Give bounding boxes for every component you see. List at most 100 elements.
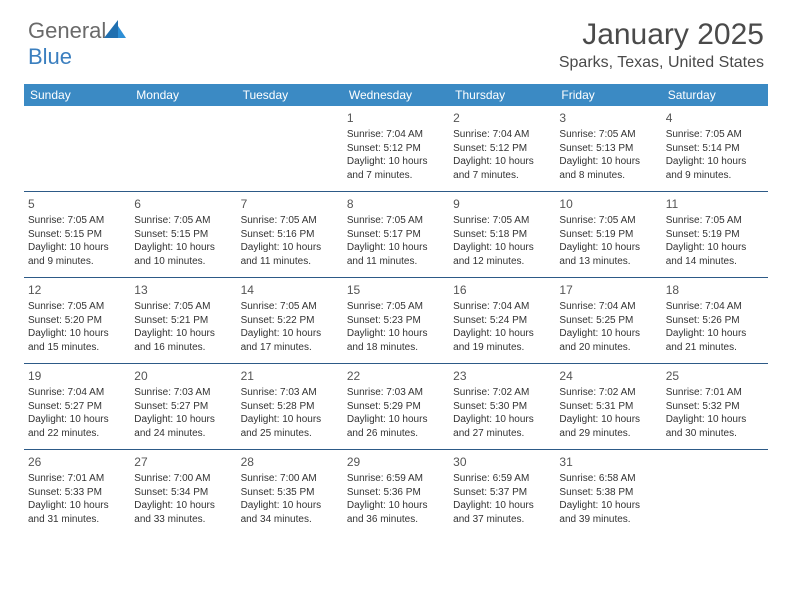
calendar-cell: 12Sunrise: 7:05 AMSunset: 5:20 PMDayligh… xyxy=(24,278,130,364)
sunrise-line: Sunrise: 6:58 AM xyxy=(559,472,657,486)
sunset-line: Sunset: 5:26 PM xyxy=(666,314,764,328)
daylight-line: Daylight: 10 hours and 10 minutes. xyxy=(134,241,232,268)
day-number: 13 xyxy=(134,282,232,298)
sunrise-line: Sunrise: 6:59 AM xyxy=(347,472,445,486)
daylight-line: Daylight: 10 hours and 19 minutes. xyxy=(453,327,551,354)
daylight-line: Daylight: 10 hours and 30 minutes. xyxy=(666,413,764,440)
calendar-cell: 29Sunrise: 6:59 AMSunset: 5:36 PMDayligh… xyxy=(343,450,449,536)
calendar-cell: 11Sunrise: 7:05 AMSunset: 5:19 PMDayligh… xyxy=(662,192,768,278)
day-number: 27 xyxy=(134,454,232,470)
sunset-line: Sunset: 5:28 PM xyxy=(241,400,339,414)
sunset-line: Sunset: 5:17 PM xyxy=(347,228,445,242)
sunset-line: Sunset: 5:30 PM xyxy=(453,400,551,414)
sunset-line: Sunset: 5:15 PM xyxy=(28,228,126,242)
calendar-cell: 25Sunrise: 7:01 AMSunset: 5:32 PMDayligh… xyxy=(662,364,768,450)
sunset-line: Sunset: 5:14 PM xyxy=(666,142,764,156)
sunrise-line: Sunrise: 7:04 AM xyxy=(559,300,657,314)
header: General Blue January 2025 Sparks, Texas,… xyxy=(0,0,792,76)
page-title: January 2025 xyxy=(559,18,764,52)
daylight-line: Daylight: 10 hours and 9 minutes. xyxy=(666,155,764,182)
day-number: 7 xyxy=(241,196,339,212)
daylight-line: Daylight: 10 hours and 14 minutes. xyxy=(666,241,764,268)
sunset-line: Sunset: 5:19 PM xyxy=(666,228,764,242)
calendar-cell: 2Sunrise: 7:04 AMSunset: 5:12 PMDaylight… xyxy=(449,106,555,192)
calendar-cell: 21Sunrise: 7:03 AMSunset: 5:28 PMDayligh… xyxy=(237,364,343,450)
calendar-cell: 28Sunrise: 7:00 AMSunset: 5:35 PMDayligh… xyxy=(237,450,343,536)
sunrise-line: Sunrise: 7:04 AM xyxy=(453,128,551,142)
weekday-wednesday: Wednesday xyxy=(343,84,449,106)
sunset-line: Sunset: 5:20 PM xyxy=(28,314,126,328)
day-number: 4 xyxy=(666,110,764,126)
sunset-line: Sunset: 5:31 PM xyxy=(559,400,657,414)
logo-text: General Blue xyxy=(28,18,126,70)
sunrise-line: Sunrise: 7:05 AM xyxy=(347,214,445,228)
calendar-body: 1Sunrise: 7:04 AMSunset: 5:12 PMDaylight… xyxy=(24,106,768,536)
sunrise-line: Sunrise: 7:05 AM xyxy=(134,300,232,314)
day-number: 17 xyxy=(559,282,657,298)
day-number: 14 xyxy=(241,282,339,298)
sunset-line: Sunset: 5:34 PM xyxy=(134,486,232,500)
day-number: 8 xyxy=(347,196,445,212)
day-number: 16 xyxy=(453,282,551,298)
day-number: 29 xyxy=(347,454,445,470)
logo-text-blue: Blue xyxy=(28,44,72,69)
day-number: 2 xyxy=(453,110,551,126)
daylight-line: Daylight: 10 hours and 21 minutes. xyxy=(666,327,764,354)
calendar-cell: 8Sunrise: 7:05 AMSunset: 5:17 PMDaylight… xyxy=(343,192,449,278)
calendar-cell xyxy=(662,450,768,536)
calendar: Sunday Monday Tuesday Wednesday Thursday… xyxy=(24,84,768,536)
sunset-line: Sunset: 5:21 PM xyxy=(134,314,232,328)
sunrise-line: Sunrise: 7:03 AM xyxy=(347,386,445,400)
daylight-line: Daylight: 10 hours and 27 minutes. xyxy=(453,413,551,440)
sunset-line: Sunset: 5:13 PM xyxy=(559,142,657,156)
sunset-line: Sunset: 5:27 PM xyxy=(134,400,232,414)
sunrise-line: Sunrise: 7:02 AM xyxy=(453,386,551,400)
day-number: 11 xyxy=(666,196,764,212)
daylight-line: Daylight: 10 hours and 24 minutes. xyxy=(134,413,232,440)
logo: General Blue xyxy=(28,18,126,70)
daylight-line: Daylight: 10 hours and 17 minutes. xyxy=(241,327,339,354)
day-number: 22 xyxy=(347,368,445,384)
day-number: 31 xyxy=(559,454,657,470)
sunrise-line: Sunrise: 7:05 AM xyxy=(453,214,551,228)
calendar-cell: 9Sunrise: 7:05 AMSunset: 5:18 PMDaylight… xyxy=(449,192,555,278)
calendar-cell xyxy=(237,106,343,192)
weekday-sunday: Sunday xyxy=(24,84,130,106)
daylight-line: Daylight: 10 hours and 8 minutes. xyxy=(559,155,657,182)
daylight-line: Daylight: 10 hours and 33 minutes. xyxy=(134,499,232,526)
sunset-line: Sunset: 5:19 PM xyxy=(559,228,657,242)
calendar-cell: 30Sunrise: 6:59 AMSunset: 5:37 PMDayligh… xyxy=(449,450,555,536)
title-block: January 2025 Sparks, Texas, United State… xyxy=(559,18,764,72)
sunset-line: Sunset: 5:38 PM xyxy=(559,486,657,500)
daylight-line: Daylight: 10 hours and 20 minutes. xyxy=(559,327,657,354)
sunrise-line: Sunrise: 7:00 AM xyxy=(241,472,339,486)
sunset-line: Sunset: 5:37 PM xyxy=(453,486,551,500)
sunrise-line: Sunrise: 6:59 AM xyxy=(453,472,551,486)
sunset-line: Sunset: 5:12 PM xyxy=(347,142,445,156)
day-number: 28 xyxy=(241,454,339,470)
calendar-cell: 26Sunrise: 7:01 AMSunset: 5:33 PMDayligh… xyxy=(24,450,130,536)
daylight-line: Daylight: 10 hours and 13 minutes. xyxy=(559,241,657,268)
sunset-line: Sunset: 5:36 PM xyxy=(347,486,445,500)
day-number: 25 xyxy=(666,368,764,384)
day-number: 18 xyxy=(666,282,764,298)
calendar-cell: 3Sunrise: 7:05 AMSunset: 5:13 PMDaylight… xyxy=(555,106,661,192)
daylight-line: Daylight: 10 hours and 22 minutes. xyxy=(28,413,126,440)
day-number: 19 xyxy=(28,368,126,384)
weekday-thursday: Thursday xyxy=(449,84,555,106)
daylight-line: Daylight: 10 hours and 15 minutes. xyxy=(28,327,126,354)
sunrise-line: Sunrise: 7:05 AM xyxy=(666,128,764,142)
calendar-cell: 23Sunrise: 7:02 AMSunset: 5:30 PMDayligh… xyxy=(449,364,555,450)
calendar-cell xyxy=(130,106,236,192)
calendar-cell: 17Sunrise: 7:04 AMSunset: 5:25 PMDayligh… xyxy=(555,278,661,364)
sunset-line: Sunset: 5:23 PM xyxy=(347,314,445,328)
daylight-line: Daylight: 10 hours and 18 minutes. xyxy=(347,327,445,354)
sunrise-line: Sunrise: 7:05 AM xyxy=(241,300,339,314)
sunset-line: Sunset: 5:27 PM xyxy=(28,400,126,414)
sunset-line: Sunset: 5:24 PM xyxy=(453,314,551,328)
logo-triangle-icon xyxy=(104,20,126,38)
sunset-line: Sunset: 5:15 PM xyxy=(134,228,232,242)
daylight-line: Daylight: 10 hours and 31 minutes. xyxy=(28,499,126,526)
calendar-cell: 10Sunrise: 7:05 AMSunset: 5:19 PMDayligh… xyxy=(555,192,661,278)
day-number: 21 xyxy=(241,368,339,384)
